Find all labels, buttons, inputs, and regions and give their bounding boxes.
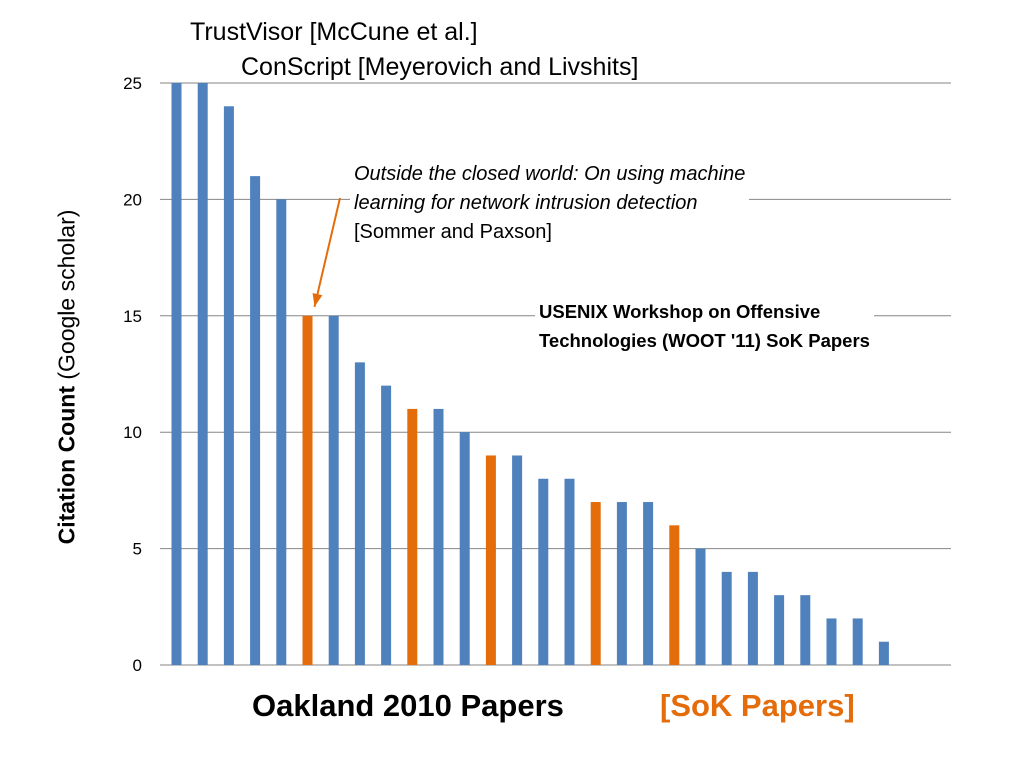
bar — [643, 502, 654, 665]
arrow-line — [313, 197, 341, 308]
annotation-conscript: ConScript [Meyerovich and Livshits] — [237, 53, 643, 82]
annotation-woot-line-2: Technologies (WOOT '11) SoK Papers — [539, 330, 870, 351]
bar — [878, 641, 889, 665]
bar-sok — [485, 455, 496, 665]
y-tick-labels: 0 5 10 15 20 25 — [123, 74, 142, 675]
bars — [171, 83, 889, 665]
x-axis-label: Oakland 2010 Papers — [252, 688, 564, 723]
bar — [747, 571, 758, 665]
annotation-trustvisor: TrustVisor [McCune et al.] — [186, 18, 482, 47]
bar — [826, 618, 837, 665]
y-axis-label-rest: (Google scholar) — [53, 209, 80, 380]
bar — [721, 571, 732, 665]
y-axis-label-bold: Citation Count — [53, 386, 80, 545]
bar-sok — [590, 502, 601, 665]
bar — [250, 176, 261, 665]
annotation-outside-line-2: learning for network intrusion detection — [354, 192, 698, 214]
annotation-arrow — [312, 197, 341, 308]
y-tick-label: 25 — [123, 74, 142, 93]
bar — [564, 478, 575, 665]
annotation-outside-closed-world: Outside the closed world: On using machi… — [350, 160, 750, 249]
annotation-woot: USENIX Workshop on Offensive Technologie… — [535, 297, 874, 357]
annotation-outside-line-3: [Sommer and Paxson] — [354, 221, 552, 243]
bar — [512, 455, 523, 665]
bar-sok — [407, 408, 418, 665]
bar — [800, 595, 811, 665]
bar — [381, 385, 392, 665]
arrow-head — [312, 293, 323, 307]
bar — [433, 408, 444, 665]
bar — [328, 315, 339, 665]
bar — [354, 362, 365, 665]
y-tick-label: 20 — [123, 190, 142, 209]
y-tick-label: 0 — [133, 656, 142, 675]
y-tick-label: 15 — [123, 307, 142, 326]
y-tick-label: 5 — [133, 540, 142, 559]
bar — [276, 199, 287, 665]
sok-legend-label: [SoK Papers] — [660, 688, 855, 723]
bar — [459, 432, 470, 665]
bar — [852, 618, 863, 665]
bar — [616, 502, 627, 665]
bar — [538, 478, 549, 665]
bar — [197, 83, 208, 665]
y-tick-label: 10 — [123, 423, 142, 442]
annotation-outside-line-1: Outside the closed world: On using machi… — [354, 163, 746, 185]
bar — [171, 83, 182, 665]
bar-sok — [669, 525, 680, 665]
bar-sok — [302, 315, 313, 665]
bar — [695, 548, 706, 665]
bar — [774, 595, 785, 665]
y-axis-label: Citation Count (Google scholar) — [54, 210, 81, 545]
annotation-woot-line-1: USENIX Workshop on Offensive — [539, 301, 821, 322]
bar — [223, 106, 234, 665]
